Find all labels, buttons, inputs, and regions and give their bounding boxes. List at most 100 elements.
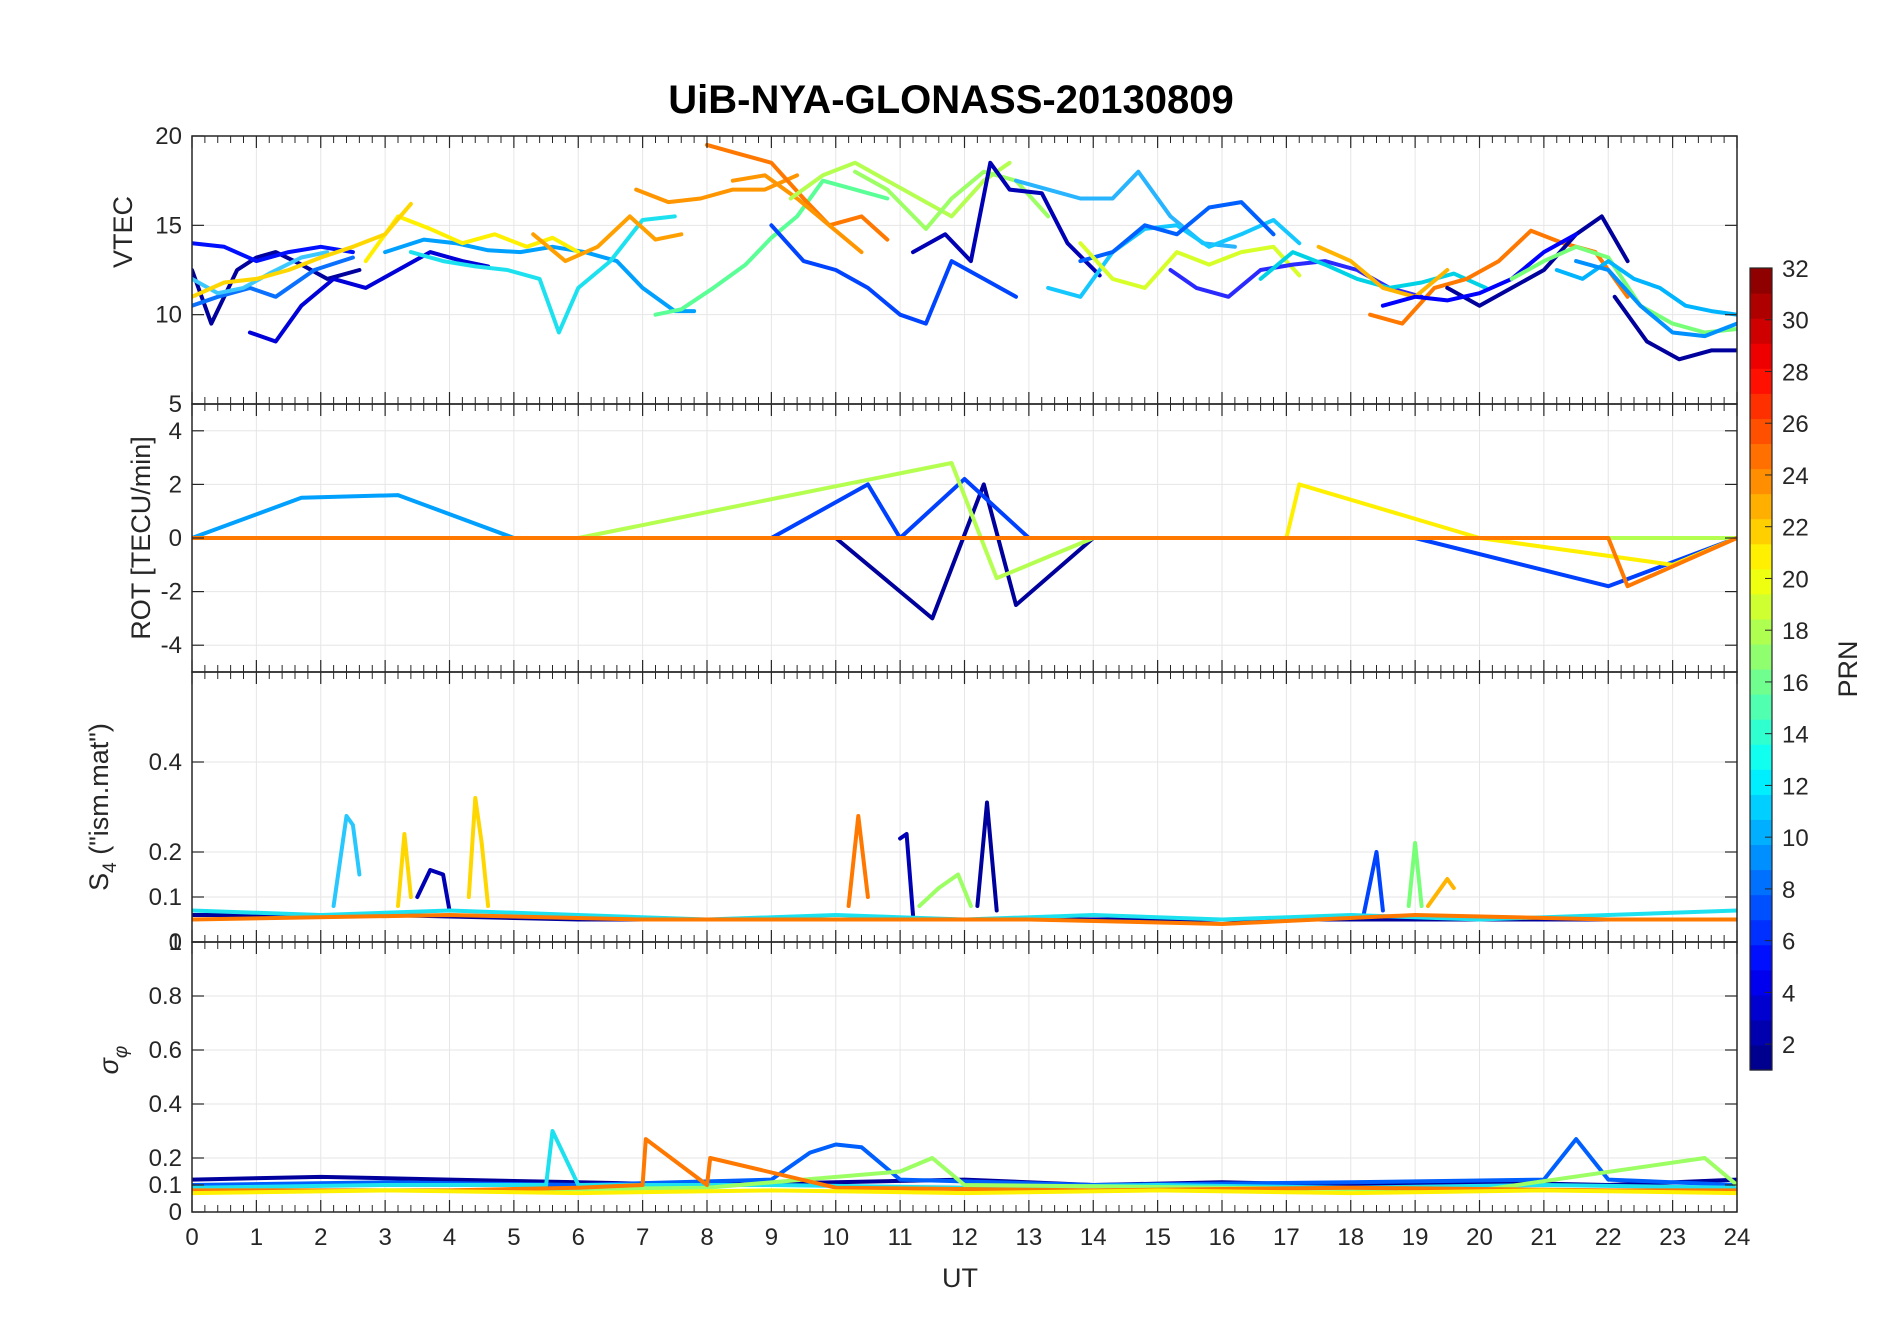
colorbar-segment [1750,719,1772,745]
vtec-series-line [1258,250,1488,290]
s4-series-line [1426,877,1456,908]
s4-series-line [415,868,452,913]
x-axis-label: UT [942,1263,978,1293]
colorbar-segment [1750,643,1772,670]
x-tick-label: 0 [185,1224,198,1251]
colorbar-segment [1750,443,1772,470]
vtec-series-group [192,142,1737,362]
colorbar-segment [1750,618,1772,645]
y-tick-label: 1 [169,929,182,956]
colorbar-tick-label: 24 [1782,463,1809,490]
s4-series-line [917,872,973,908]
x-tick-label: 22 [1595,1224,1622,1251]
s4-series-line [898,832,915,917]
y-tick-label: 0.2 [149,1145,182,1172]
s4-subscript: 4 [100,862,121,873]
colorbar-segment [1750,593,1772,620]
chart-title: UiB-NYA-GLONASS-20130809 [668,78,1233,122]
y-tick-label: 5 [169,391,182,418]
vtec-series-line [192,241,355,264]
s4-series-line [1406,841,1424,908]
colorbar-tick-label: 14 [1782,722,1809,749]
y-tick-label: 0.6 [149,1037,182,1064]
y-tick-label: 0.1 [149,884,182,911]
vtec-series-line [531,214,684,264]
y-tick-label: 0 [169,525,182,552]
colorbar-segment [1750,669,1772,695]
colorbar-segment [1750,1044,1772,1071]
colorbar-segment [1750,969,1772,996]
colorbar-segment [1750,393,1772,419]
colorbar-segment [1750,468,1772,495]
colorbar-segment [1750,919,1772,946]
colorbar-segment [1750,368,1772,394]
colorbar-segment [1750,894,1772,921]
colorbar-tick-label: 12 [1782,773,1809,800]
x-tick-label: 4 [443,1224,456,1251]
y-tick-label: -2 [161,579,182,606]
vtec-series-line [705,142,890,242]
vtec-series-line [769,223,1018,326]
vtec-series-line [1574,259,1737,339]
x-tick-label: 17 [1273,1224,1300,1251]
s4-series-line [331,814,362,908]
rot-series-group [192,461,1737,621]
vtec-series-line [1316,244,1450,299]
sigma-series-group [192,1129,1737,1196]
colorbar-segment [1750,568,1772,595]
vtec-series-line [192,250,362,326]
colorbar-tick-label: 30 [1782,308,1809,335]
y-tick-label: 0.2 [149,839,182,866]
x-tick-label: 13 [1016,1224,1043,1251]
y-tick-label: 15 [155,212,182,239]
s4-series-group [192,796,1737,926]
x-tick-label: 1 [250,1224,263,1251]
vtec-series-line [730,173,864,255]
colorbar-tick-label: 6 [1782,929,1795,956]
x-tick-label: 2 [314,1224,327,1251]
vtec-series-line [1509,244,1737,335]
x-tick-label: 23 [1659,1224,1686,1251]
s4-series-line [975,800,999,913]
x-tick-label: 10 [822,1224,849,1251]
panel-rot: -4 -2 0 2 4 ROT [TECU/min] [126,403,1738,673]
x-tick-label: 15 [1144,1224,1171,1251]
y-tick-label: 0 [169,1199,182,1226]
colorbar-segment [1750,994,1772,1021]
vtec-series-line [383,237,697,314]
s4-series-line [396,832,413,908]
x-tick-label: 16 [1209,1224,1236,1251]
rot-series-line [192,536,1737,589]
x-tick-label: 19 [1402,1224,1429,1251]
vtec-series-line [911,160,1102,278]
vtec-series-line [1612,294,1737,362]
x-tick-label: 18 [1337,1224,1364,1251]
colorbar-tick-label: 4 [1782,980,1795,1007]
y-tick-label: 4 [169,418,182,445]
colorbar-tick-label: 10 [1782,825,1809,852]
y-tick-label: 2 [169,471,182,498]
vtec-series-line [634,173,800,205]
x-tick-label: 12 [951,1224,978,1251]
x-tick-label: 9 [765,1224,778,1251]
colorbar-segment [1750,769,1772,795]
rot-y-axis-label: ROT [TECU/min] [126,436,156,640]
y-tick-label: 0.1 [149,1172,182,1199]
colorbar-tick-label: 22 [1782,515,1809,542]
vtec-series-line [1078,241,1302,290]
colorbar-tick-label: 2 [1782,1032,1795,1059]
vtec-series-line [1554,259,1737,317]
x-tick-label: 6 [572,1224,585,1251]
colorbar-segment [1750,543,1772,570]
vtec-series-line [1078,200,1276,264]
vtec-series-line [192,255,355,308]
y-tick-label: 0.4 [149,1091,182,1118]
x-tick-label: 21 [1531,1224,1558,1251]
s4-series-line [192,913,1737,926]
x-tick-label: 8 [700,1224,713,1251]
colorbar-tick-label: 16 [1782,670,1809,697]
